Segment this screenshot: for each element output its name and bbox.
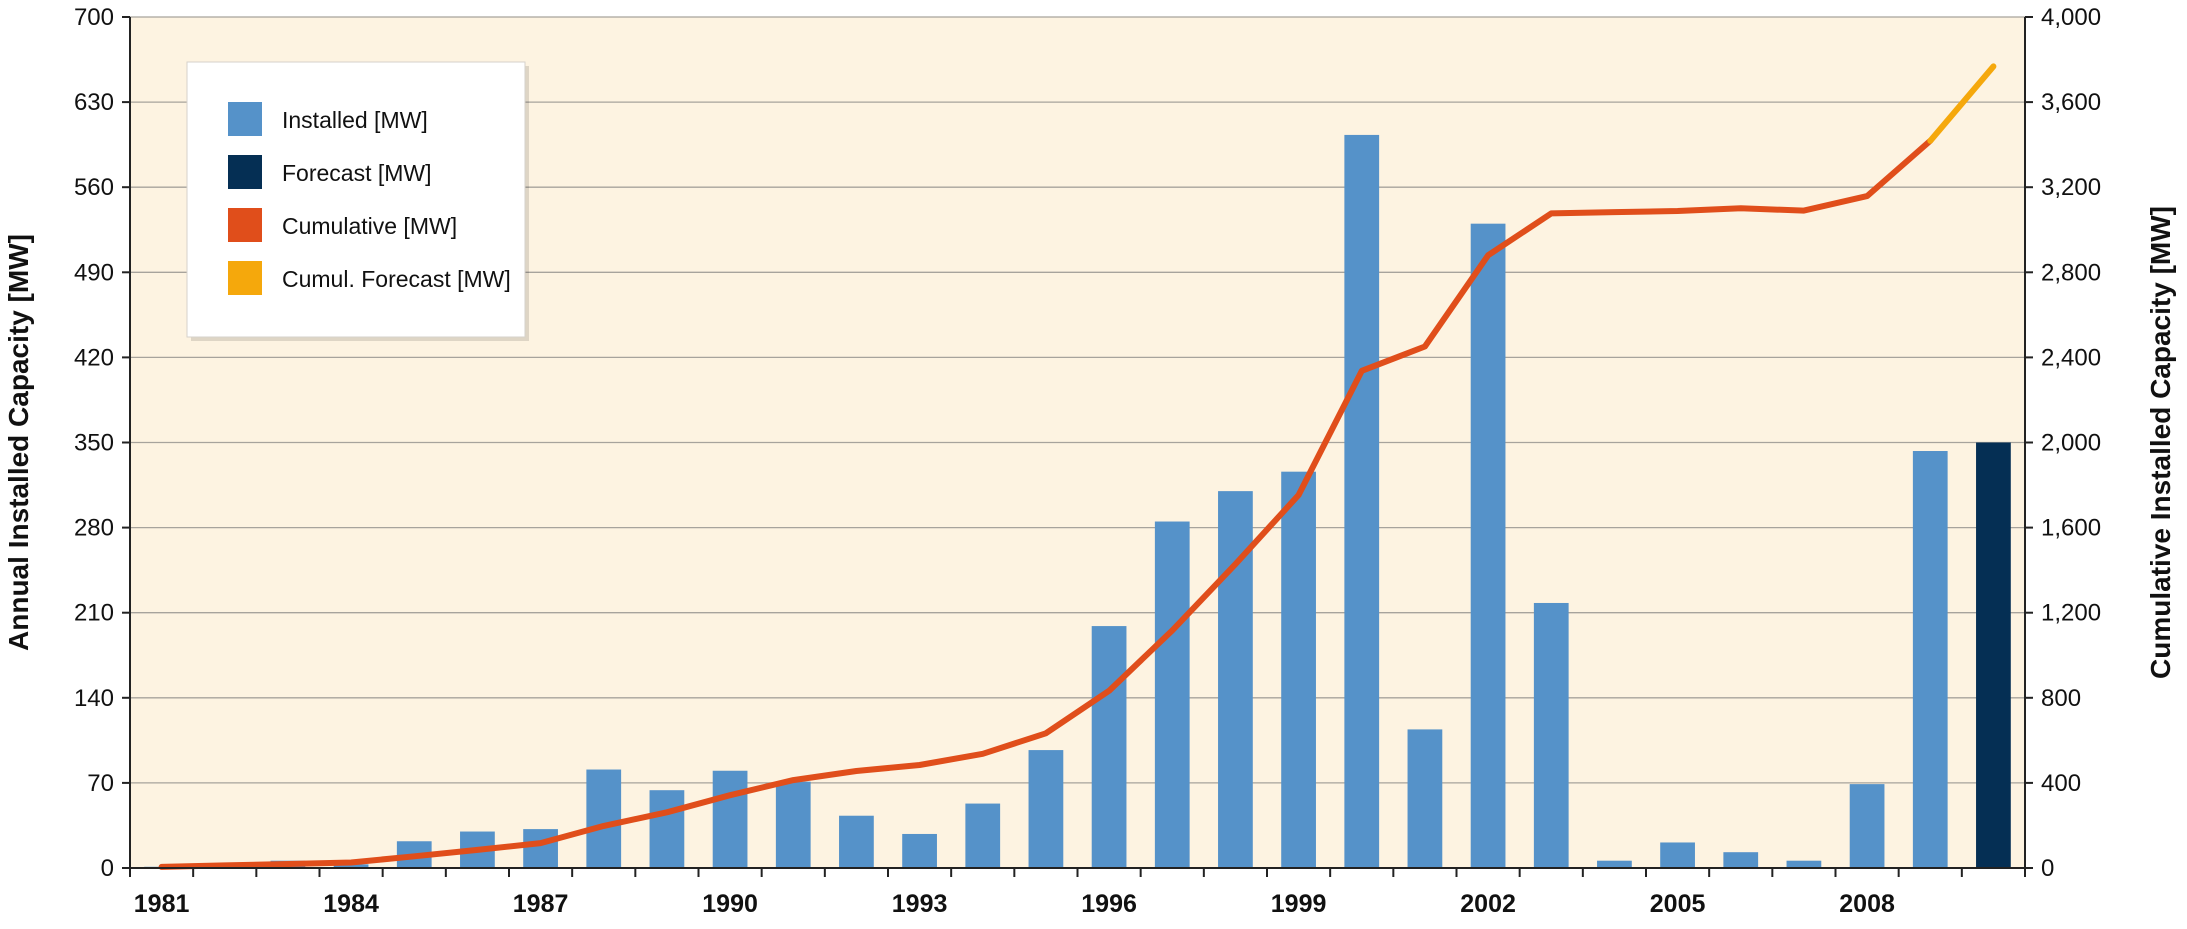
bar [1344,134,1380,868]
legend-label: Installed [MW] [282,107,428,133]
x-tick-label: 1984 [323,890,379,918]
bar [1976,442,2011,868]
x-tick-label: 2005 [1650,890,1706,918]
bar [1912,451,1948,868]
x-tick-label: 1987 [513,890,569,918]
legend-swatch [228,208,262,242]
x-tick-label: 1993 [892,890,948,918]
series-line [1927,63,1997,144]
y-right-tick-label: 3,600 [2041,89,2101,116]
x-tick-label: 1996 [1081,890,1137,918]
x-tick-label: 1990 [702,890,758,918]
y-left-axis-title: Annual Installed Capacity [MW] [3,234,34,651]
bar [586,769,622,868]
bar [1028,750,1064,868]
bar [775,781,811,868]
y-right-tick-label: 400 [2041,770,2081,797]
bar [1470,223,1506,868]
bar [839,815,874,868]
axes: 0 0 70 400 140 800 210 1,200 280 1,600 350 2,000 420… [74,4,2101,918]
series-line [158,137,1934,870]
legend-label: Cumulative [MW] [282,213,457,239]
y-left-tick-label: 280 [74,515,114,542]
y-right-tick-label: 4,000 [2041,4,2101,31]
bar [523,829,558,868]
y-right-tick-label: 3,200 [2041,174,2101,201]
bar [1281,471,1316,868]
y-right-tick-label: 1,600 [2041,515,2101,542]
lines [158,63,1997,870]
legend-swatch [228,155,262,189]
y-left-tick-label: 700 [74,4,114,31]
legend: Installed [MW] Forecast [MW] Cumulative [M… [186,61,529,341]
y-right-tick-label: 2,000 [2041,430,2101,457]
bar [902,833,937,868]
y-right-tick-label: 0 [2041,855,2054,882]
bar [1660,842,1695,868]
y-left-tick-label: 420 [74,344,114,371]
y-right-tick-label: 2,400 [2041,344,2101,371]
legend-swatch [228,102,262,136]
bar [1533,602,1569,868]
legend-label: Forecast [MW] [282,160,432,186]
y-left-tick-label: 490 [74,259,114,286]
bar [1091,626,1127,868]
y-right-tick-label: 800 [2041,685,2081,712]
bar [1407,729,1443,868]
x-tick-label: 1999 [1271,890,1327,918]
y-right-axis-title: Cumulative Installed Capacity [MW] [2145,206,2176,679]
bar [1154,521,1190,868]
y-right-tick-label: 2,800 [2041,259,2101,286]
y-left-tick-label: 140 [74,685,114,712]
y-right-tick-label: 1,200 [2041,600,2101,627]
bar [1786,860,1822,868]
y-left-tick-label: 210 [74,600,114,627]
bar [1723,852,1759,868]
bar [649,790,685,868]
bar [1597,860,1632,868]
bar [333,864,369,868]
legend-label: Cumul. Forecast [MW] [282,266,511,292]
y-left-tick-label: 630 [74,89,114,116]
y-left-tick-label: 0 [101,855,114,882]
bar [965,803,1001,868]
x-tick-label: 2008 [1839,890,1895,918]
x-tick-label: 2002 [1460,890,1516,918]
y-left-tick-label: 350 [74,430,114,457]
bar [1849,784,1885,868]
legend-swatch [228,261,262,295]
x-tick-label: 1981 [134,890,190,918]
y-left-tick-label: 560 [74,174,114,201]
bar [712,770,748,868]
bars [144,134,2011,868]
y-left-tick-label: 70 [87,770,114,797]
